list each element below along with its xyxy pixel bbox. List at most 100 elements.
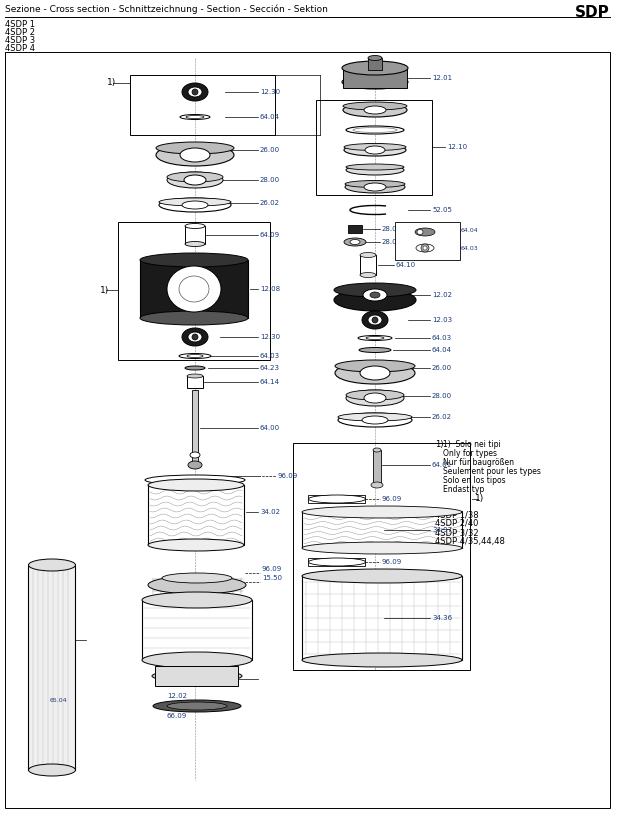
Text: 64.04: 64.04 [260, 114, 280, 120]
Text: Seulement pour les types: Seulement pour les types [443, 467, 541, 476]
Ellipse shape [148, 479, 244, 491]
Text: 64.00: 64.00 [260, 425, 280, 431]
Text: 4SDP 3: 4SDP 3 [5, 36, 35, 45]
Ellipse shape [188, 461, 202, 469]
Bar [360, 255, 376, 275]
Ellipse shape [338, 413, 412, 427]
Bar [140, 260, 248, 318]
Text: 96.09: 96.09 [278, 473, 298, 479]
Ellipse shape [372, 317, 378, 323]
Ellipse shape [148, 576, 246, 594]
Text: Only for types: Only for types [443, 449, 497, 458]
Text: 12.02: 12.02 [432, 292, 452, 298]
Ellipse shape [360, 252, 376, 257]
Ellipse shape [423, 246, 427, 250]
Bar [185, 226, 205, 244]
Ellipse shape [148, 539, 244, 551]
Bar [28, 565, 75, 770]
Text: 64.03: 64.03 [260, 353, 280, 359]
Ellipse shape [370, 292, 380, 298]
Text: 64.03: 64.03 [461, 246, 479, 251]
Ellipse shape [364, 106, 386, 114]
Bar [373, 450, 381, 485]
Ellipse shape [345, 181, 405, 193]
Text: 1): 1) [107, 78, 116, 87]
Ellipse shape [192, 89, 198, 95]
Bar [308, 558, 365, 566]
Ellipse shape [188, 332, 202, 342]
Ellipse shape [179, 353, 211, 358]
Text: 66.09: 66.09 [167, 713, 187, 719]
Ellipse shape [368, 55, 382, 60]
Ellipse shape [182, 201, 208, 209]
Ellipse shape [364, 393, 386, 403]
Bar [192, 390, 198, 465]
Bar [142, 600, 252, 660]
Ellipse shape [182, 83, 208, 101]
Text: 4SDP 2/40: 4SDP 2/40 [435, 519, 478, 528]
Text: 34.97: 34.97 [432, 527, 452, 533]
Ellipse shape [346, 390, 404, 400]
Ellipse shape [184, 175, 206, 185]
Text: 28.04: 28.04 [382, 226, 402, 232]
Text: 28.00: 28.00 [260, 177, 280, 183]
Ellipse shape [345, 181, 405, 187]
Text: 1): 1) [100, 286, 109, 295]
Ellipse shape [142, 592, 252, 608]
Ellipse shape [153, 700, 241, 712]
Text: 4SDP 4/35,44,48: 4SDP 4/35,44,48 [435, 537, 505, 546]
Ellipse shape [140, 311, 248, 325]
Text: 96.09: 96.09 [382, 496, 402, 502]
Ellipse shape [417, 230, 423, 234]
Ellipse shape [344, 144, 406, 156]
Text: 64.04: 64.04 [461, 229, 479, 234]
Text: 12.30: 12.30 [260, 334, 280, 340]
Text: 64.04: 64.04 [432, 347, 452, 353]
Text: 26.02: 26.02 [260, 200, 280, 206]
Bar [316, 100, 432, 195]
Bar [302, 576, 462, 660]
Ellipse shape [346, 164, 404, 170]
Ellipse shape [342, 75, 408, 89]
Text: 1): 1) [475, 494, 484, 504]
Ellipse shape [360, 366, 390, 380]
Text: 65.04: 65.04 [49, 698, 67, 702]
Ellipse shape [335, 362, 415, 384]
Text: 12.01: 12.01 [432, 75, 452, 81]
Ellipse shape [180, 115, 210, 120]
Bar [187, 376, 203, 388]
Ellipse shape [344, 143, 406, 151]
Ellipse shape [186, 116, 204, 119]
Ellipse shape [302, 506, 462, 518]
Ellipse shape [346, 165, 404, 175]
Ellipse shape [308, 558, 365, 566]
Bar [368, 58, 382, 70]
Ellipse shape [142, 652, 252, 668]
Ellipse shape [371, 482, 383, 488]
Ellipse shape [156, 142, 234, 154]
Bar [155, 666, 238, 686]
Bar [395, 222, 460, 260]
Ellipse shape [362, 416, 388, 424]
Ellipse shape [188, 87, 202, 97]
Ellipse shape [364, 183, 386, 191]
Ellipse shape [343, 103, 407, 117]
Ellipse shape [140, 253, 248, 267]
Ellipse shape [179, 276, 209, 302]
Ellipse shape [342, 61, 408, 75]
Ellipse shape [167, 266, 221, 312]
Bar [302, 512, 462, 548]
Ellipse shape [28, 764, 75, 776]
Ellipse shape [187, 355, 203, 357]
Ellipse shape [346, 126, 404, 134]
Text: 12.03: 12.03 [432, 317, 452, 323]
Text: 1): 1) [435, 440, 444, 449]
Ellipse shape [185, 224, 205, 229]
Ellipse shape [344, 238, 366, 246]
Text: 4SDP 4: 4SDP 4 [5, 44, 35, 53]
Ellipse shape [28, 559, 75, 571]
Ellipse shape [421, 244, 429, 252]
Text: 4SDP 2: 4SDP 2 [5, 28, 35, 37]
Ellipse shape [346, 390, 404, 406]
Bar [293, 443, 470, 670]
